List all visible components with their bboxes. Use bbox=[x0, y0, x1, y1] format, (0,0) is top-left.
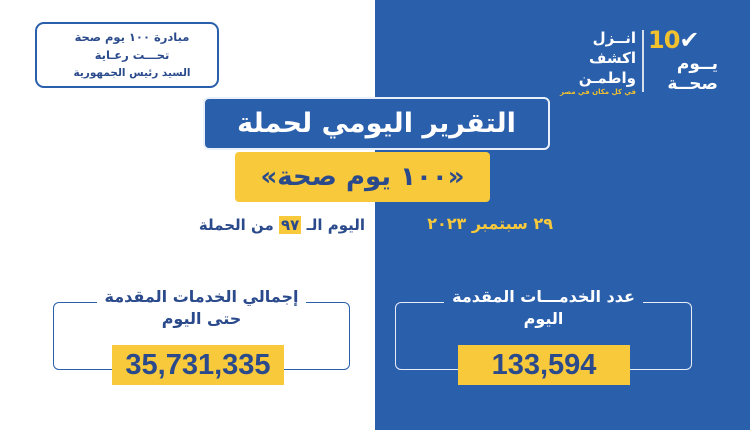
logo-slogan-sub: في كل مكان في مصر bbox=[560, 88, 636, 96]
daily-services-label: عدد الخدمـــات المقدمة اليوم bbox=[395, 286, 692, 330]
logo-name: يــوم صحــة bbox=[667, 54, 718, 94]
daily-services-value: 133,594 bbox=[458, 345, 630, 385]
total-services-value: 35,731,335 bbox=[112, 345, 284, 385]
logo-divider bbox=[642, 30, 644, 92]
logo-100: 10✔ bbox=[648, 26, 700, 54]
campaign-day: اليوم الـ ٩٧ من الحملة bbox=[198, 216, 365, 234]
sponsor-line: السيد رئيس الجمهورية bbox=[73, 67, 191, 79]
logo-slogan: انــزل اكشف واطمـن bbox=[578, 29, 636, 87]
check-circle-icon: ✔ bbox=[679, 26, 699, 54]
report-title: التقرير اليومي لحملة bbox=[203, 97, 550, 150]
report-date: ٢٩ سبتمبر ٢٠٢٣ bbox=[427, 214, 553, 233]
sponsor-box: مبادرة ١٠٠ يوم صحة تحـــت رعـاية السيد ر… bbox=[35, 22, 219, 88]
sponsor-line: مبادرة ١٠٠ يوم صحة bbox=[74, 30, 190, 44]
day-number: ٩٧ bbox=[279, 216, 302, 234]
sponsor-line: تحـــت رعـاية bbox=[94, 48, 170, 62]
total-services-label: إجمالي الخدمات المقدمة حتى اليوم bbox=[53, 286, 350, 330]
campaign-name: «١٠٠ يوم صحة» bbox=[235, 152, 490, 202]
